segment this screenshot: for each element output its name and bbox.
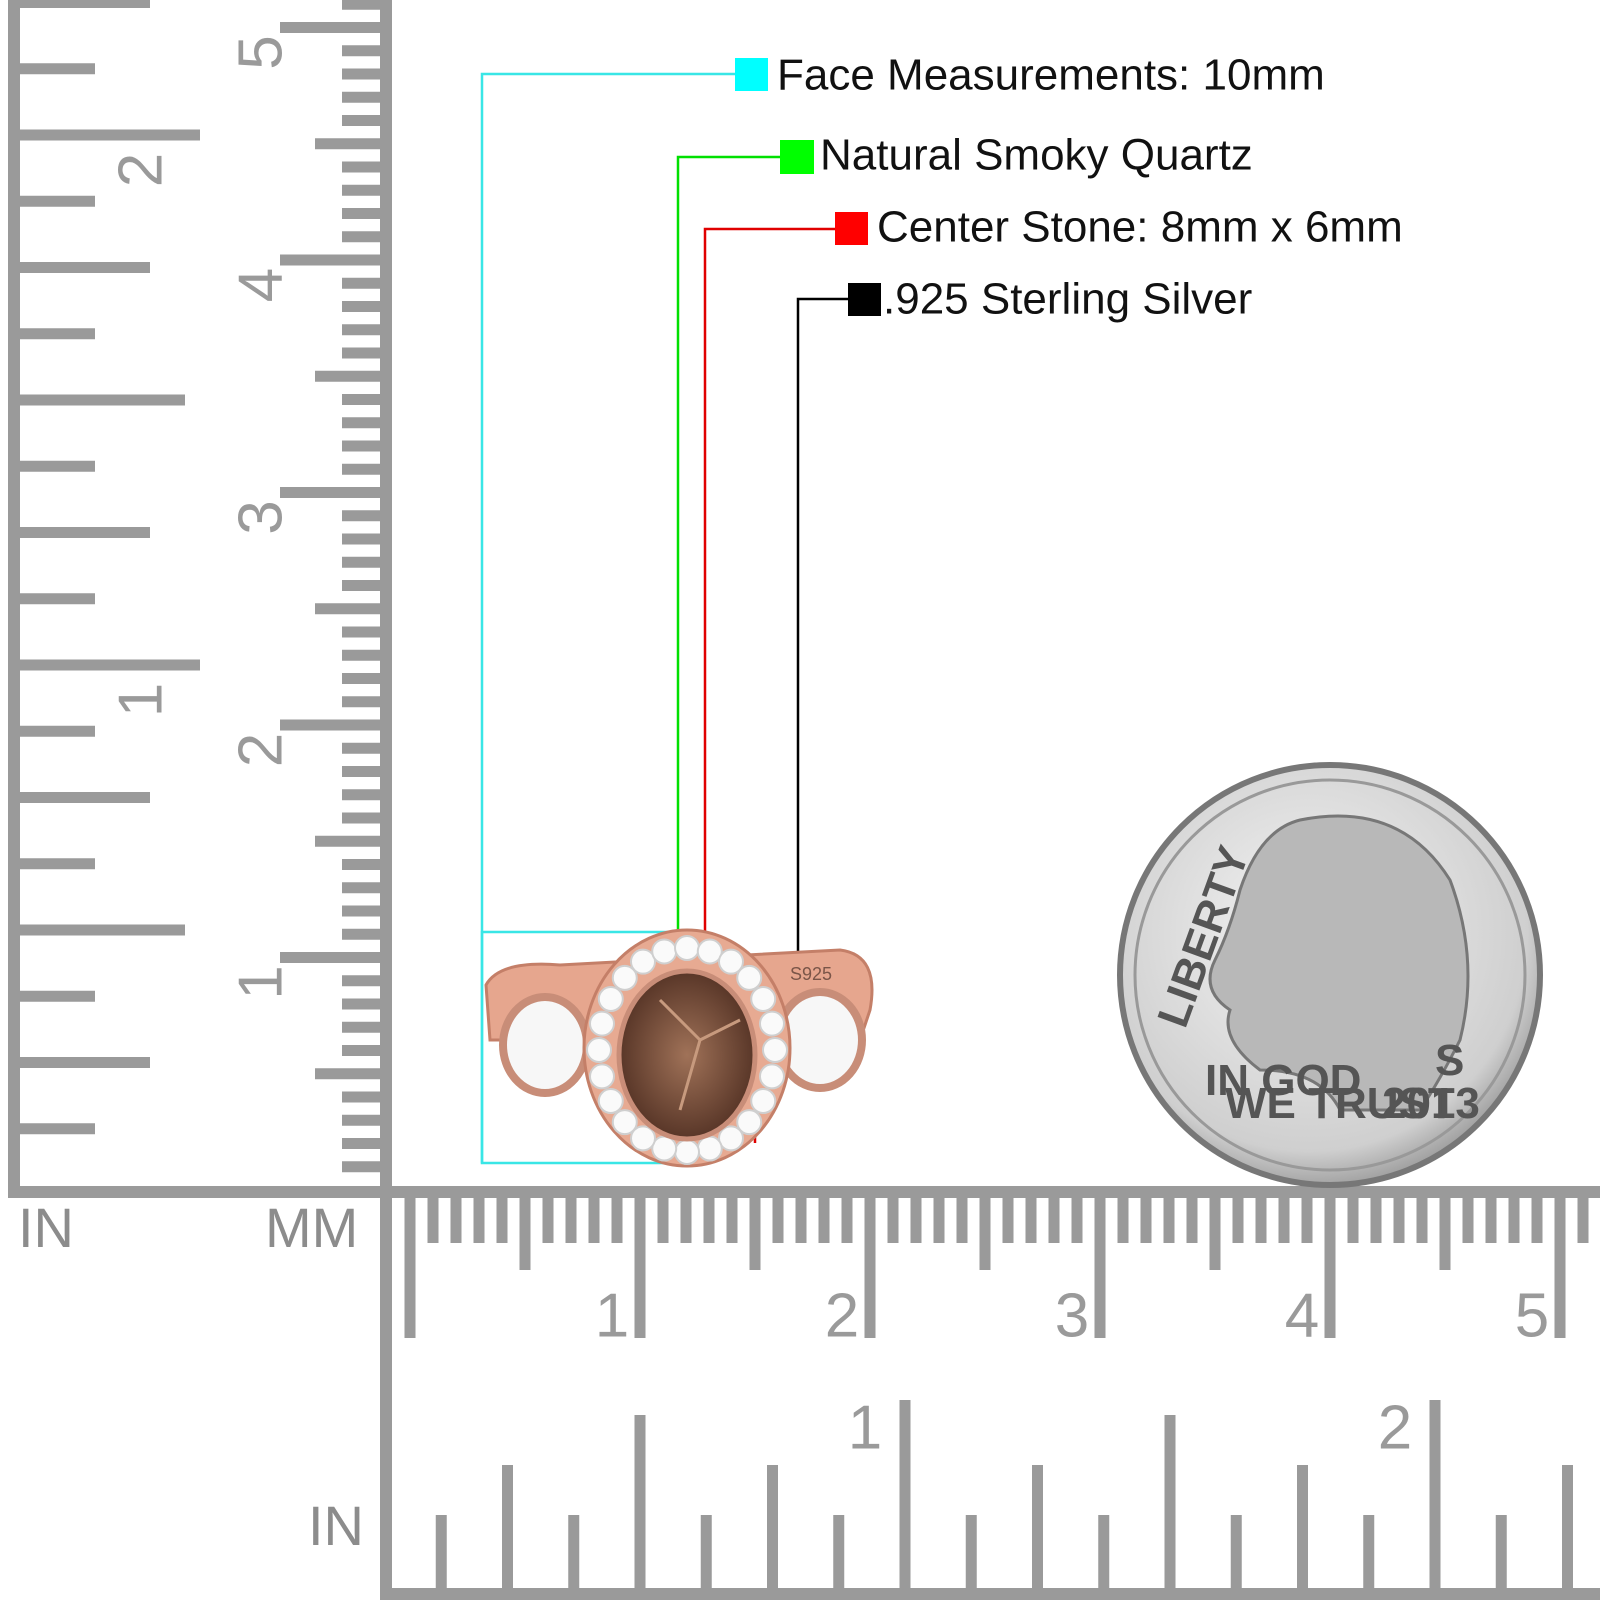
unit-label: MM xyxy=(265,1196,358,1259)
inch-label: 2 xyxy=(106,153,175,187)
halo-stone xyxy=(750,986,777,1012)
cm-label: 5 xyxy=(226,35,295,69)
halo-stone xyxy=(651,938,678,965)
legend-swatch xyxy=(735,58,768,91)
halo-stone xyxy=(597,986,624,1012)
callout-label: Natural Smoky Quartz xyxy=(820,131,1253,180)
halo-stone xyxy=(597,1088,624,1114)
halo-stone xyxy=(718,948,744,975)
cm-label: 1 xyxy=(595,1281,629,1350)
callout-label: Face Measurements: 10mm xyxy=(777,51,1325,100)
unit-label: IN xyxy=(308,1494,364,1557)
halo-stone xyxy=(736,1109,763,1136)
halo-stone xyxy=(674,1139,700,1165)
cm-label: 2 xyxy=(825,1281,859,1350)
halo-stone xyxy=(696,1135,723,1162)
halo-stone xyxy=(630,948,656,975)
halo-stone xyxy=(588,1010,615,1037)
inch-label: 1 xyxy=(848,1393,882,1462)
callout-line xyxy=(796,297,848,960)
halo-stone xyxy=(718,1125,744,1152)
inch-label: 1 xyxy=(106,683,175,717)
coin-text: S xyxy=(1435,1036,1464,1085)
halo-stone xyxy=(630,1125,656,1152)
callout-line xyxy=(676,155,780,1005)
ring-stamp: S925 xyxy=(790,964,832,984)
halo-stone xyxy=(586,1037,612,1063)
halo-stone xyxy=(696,938,723,965)
cm-label: 3 xyxy=(1055,1281,1089,1350)
callout-label: .925 Sterling Silver xyxy=(883,275,1252,324)
cm-label: 3 xyxy=(226,500,295,534)
coin-text: 2013 xyxy=(1382,1079,1480,1128)
legend-swatch xyxy=(848,283,881,316)
coin-text: WE TRUST xyxy=(1225,1079,1455,1128)
legend-swatch xyxy=(780,140,814,174)
cm-label: 4 xyxy=(226,268,295,302)
halo-stone xyxy=(750,1088,777,1114)
halo-stone xyxy=(762,1037,788,1063)
halo-stone xyxy=(759,1010,786,1037)
callout-label: Center Stone: 8mm x 6mm xyxy=(877,203,1403,252)
ring: S925 xyxy=(484,928,874,1168)
coin: LIBERTY IN GOD WE TRUST 2013 S xyxy=(1117,762,1543,1188)
rulers: 1 2 3 4 5 1 2 1 2 3 4 5 1 2 xyxy=(8,0,1600,1600)
halo-stone xyxy=(736,964,763,991)
callout-line xyxy=(703,227,835,968)
callout-line xyxy=(480,72,735,1163)
coin-text: IN GOD xyxy=(1205,1056,1361,1105)
cm-label: 4 xyxy=(1285,1281,1319,1350)
unit-label: IN xyxy=(18,1196,74,1259)
halo-stone xyxy=(674,935,700,961)
halo-stone xyxy=(759,1063,786,1090)
cm-label: 5 xyxy=(1515,1281,1549,1350)
halo-stone xyxy=(611,964,638,991)
legend-swatch xyxy=(835,212,868,245)
halo-stone xyxy=(611,1109,638,1136)
inch-label: 2 xyxy=(1378,1393,1412,1462)
halo-stone xyxy=(588,1063,615,1090)
cm-label: 1 xyxy=(226,965,295,999)
cm-label: 2 xyxy=(226,733,295,767)
